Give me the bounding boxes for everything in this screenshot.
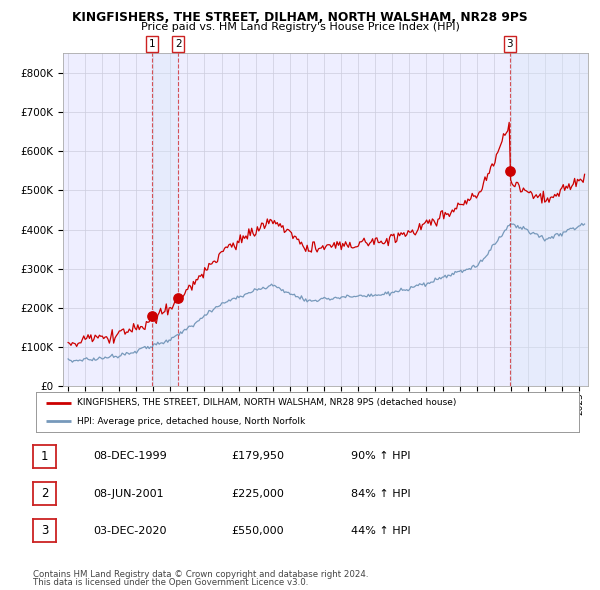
Text: 44% ↑ HPI: 44% ↑ HPI [351,526,410,536]
Bar [152,53,178,386]
Text: 2: 2 [41,487,48,500]
Text: 08-DEC-1999: 08-DEC-1999 [93,451,167,461]
Point [173,293,183,303]
Text: This data is licensed under the Open Government Licence v3.0.: This data is licensed under the Open Gov… [33,578,308,587]
Point [147,311,157,320]
Text: Contains HM Land Registry data © Crown copyright and database right 2024.: Contains HM Land Registry data © Crown c… [33,570,368,579]
Text: £550,000: £550,000 [231,526,284,536]
Bar [510,53,588,386]
Text: 84% ↑ HPI: 84% ↑ HPI [351,489,410,499]
Text: £225,000: £225,000 [231,489,284,499]
Text: 1: 1 [149,39,155,49]
Text: 90% ↑ HPI: 90% ↑ HPI [351,451,410,461]
Text: KINGFISHERS, THE STREET, DILHAM, NORTH WALSHAM, NR28 9PS (detached house): KINGFISHERS, THE STREET, DILHAM, NORTH W… [77,398,456,407]
Point [505,166,515,175]
Text: 3: 3 [506,39,513,49]
Text: 03-DEC-2020: 03-DEC-2020 [93,526,167,536]
Text: KINGFISHERS, THE STREET, DILHAM, NORTH WALSHAM, NR28 9PS: KINGFISHERS, THE STREET, DILHAM, NORTH W… [72,11,528,24]
Text: HPI: Average price, detached house, North Norfolk: HPI: Average price, detached house, Nort… [77,417,305,425]
Text: 3: 3 [41,524,48,537]
Text: 1: 1 [41,450,48,463]
Text: Price paid vs. HM Land Registry's House Price Index (HPI): Price paid vs. HM Land Registry's House … [140,22,460,32]
Text: 2: 2 [175,39,182,49]
Text: £179,950: £179,950 [231,451,284,461]
Text: 08-JUN-2001: 08-JUN-2001 [93,489,164,499]
